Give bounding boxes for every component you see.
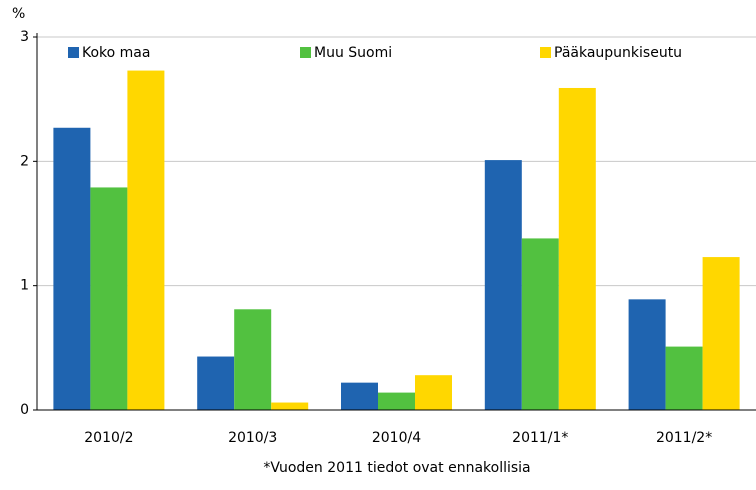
legend-label: Pääkaupunkiseutu xyxy=(554,45,682,61)
bar xyxy=(234,309,272,410)
x-tick-label: 2010/4 xyxy=(372,430,421,446)
footnote: *Vuoden 2011 tiedot ovat ennakollisia xyxy=(263,460,530,476)
bar xyxy=(415,375,452,410)
bar xyxy=(378,392,415,410)
bar xyxy=(558,87,596,410)
bar xyxy=(53,127,91,410)
bar xyxy=(628,299,666,410)
legend-label: Koko maa xyxy=(82,45,150,61)
legend-label: Muu Suomi xyxy=(314,45,392,61)
y-tick-label: 3 xyxy=(20,29,29,45)
bar xyxy=(197,356,235,410)
bar xyxy=(665,346,703,410)
bar xyxy=(90,187,128,410)
y-unit: % xyxy=(12,6,25,22)
legend-swatch xyxy=(300,47,311,58)
y-tick-label: 1 xyxy=(20,278,29,294)
legend-swatch xyxy=(540,47,551,58)
x-tick-label: 2011/2* xyxy=(656,430,712,446)
bar xyxy=(341,382,378,410)
y-tick-label: 0 xyxy=(20,402,29,418)
x-tick-label: 2011/1* xyxy=(512,430,568,446)
x-tick-label: 2010/3 xyxy=(228,430,277,446)
bar xyxy=(127,70,165,410)
bar xyxy=(702,257,740,410)
x-tick-label: 2010/2 xyxy=(84,430,133,446)
y-tick-label: 2 xyxy=(20,153,29,169)
bar xyxy=(271,402,309,410)
legend-swatch xyxy=(68,47,79,58)
bar xyxy=(484,160,522,410)
bar xyxy=(521,238,559,410)
